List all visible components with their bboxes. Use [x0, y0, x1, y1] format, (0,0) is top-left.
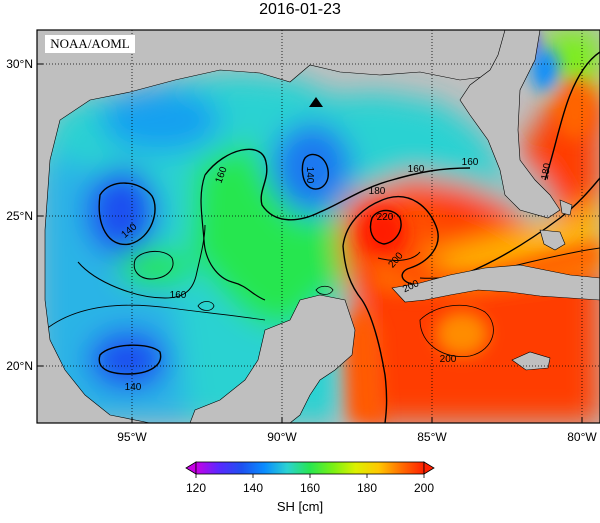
credit-text: NOAA/AOML [50, 36, 130, 51]
colorbar-gradient [195, 461, 425, 475]
colorbar-min-arrow [185, 461, 197, 475]
contour-label: 220 [377, 212, 394, 223]
colorbar-tick-label: 160 [300, 481, 320, 495]
contour-label: 180 [369, 186, 386, 197]
contour-label: 200 [440, 354, 457, 365]
contour-label: 140 [125, 382, 142, 393]
lon-tick-label: 95°W [117, 430, 147, 444]
us-coast-mexico [37, 30, 511, 423]
lon-tick-label: 80°W [567, 430, 597, 444]
colorbar-tick-label: 120 [186, 481, 206, 495]
contour-label: 180 [540, 162, 554, 181]
triangle-marker-icon [309, 97, 323, 107]
yucatan-peninsula [189, 294, 356, 423]
contour-label: 160 [170, 290, 187, 301]
lon-tick-label: 90°W [267, 430, 297, 444]
map-title: 2016-01-23 [259, 1, 341, 18]
lat-tick-label: 30°N [6, 57, 33, 71]
colorbar-label: SH [cm] [276, 499, 324, 514]
colorbar-tick-label: 180 [357, 481, 377, 495]
colorbar-max-arrow [423, 461, 435, 475]
lon-tick-label: 85°W [417, 430, 447, 444]
contour-label: 160 [462, 157, 479, 168]
credit-box: NOAA/AOML [45, 35, 135, 53]
land-masses [37, 30, 600, 423]
cuba-island [391, 264, 600, 303]
jamaica-island [511, 351, 551, 371]
graticule [37, 30, 600, 423]
sea-height-field [37, 30, 600, 423]
colorbar-tick-label: 140 [243, 481, 263, 495]
plot-frame [36, 29, 600, 424]
bahamas-island-small [559, 199, 573, 216]
contour-label: 140 [304, 167, 315, 184]
bahamas-island [539, 229, 566, 251]
florida-peninsula [459, 30, 561, 219]
lat-tick-label: 25°N [6, 209, 33, 223]
colorbar-tick-label: 200 [414, 481, 434, 495]
contour-label: 160 [408, 164, 425, 175]
colorbar: 120 140 160 180 200 [185, 461, 435, 495]
axis-ticks [37, 63, 583, 423]
lat-tick-label: 20°N [6, 359, 33, 373]
